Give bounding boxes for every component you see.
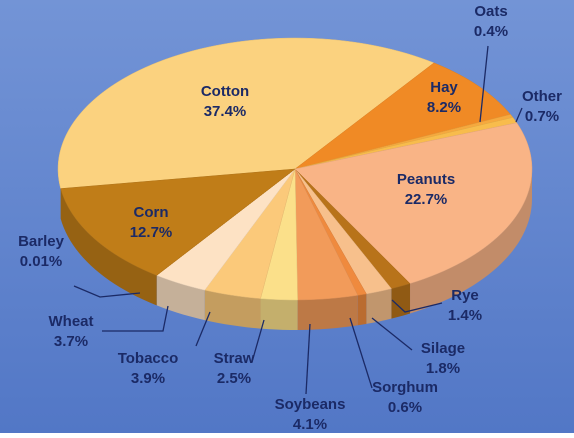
value-label: 0.4%	[474, 23, 508, 40]
slice-label: Tobacco	[118, 350, 179, 367]
slice-label: Other	[522, 88, 562, 105]
slice-label: Corn	[134, 204, 169, 221]
slice-label: Sorghum	[372, 379, 438, 396]
value-label: 4.1%	[293, 416, 327, 433]
slice-side	[366, 289, 391, 324]
slice-side	[391, 284, 410, 319]
value-label: 0.6%	[388, 399, 422, 416]
slice-side	[261, 299, 298, 330]
slice-label: Peanuts	[397, 171, 455, 188]
value-label: 1.8%	[426, 360, 460, 377]
value-label: 22.7%	[405, 191, 448, 208]
value-label: 2.5%	[217, 370, 251, 387]
slice-side	[298, 295, 358, 330]
value-label: 12.7%	[130, 224, 173, 241]
value-label: 0.01%	[20, 253, 63, 270]
value-label: 0.7%	[525, 108, 559, 125]
value-label: 37.4%	[204, 103, 247, 120]
slice-label: Rye	[451, 287, 479, 304]
slice-label: Cotton	[201, 83, 249, 100]
slice-label: Silage	[421, 340, 465, 357]
value-label: 3.7%	[54, 333, 88, 350]
slice-label: Soybeans	[275, 396, 346, 413]
value-label: 8.2%	[427, 99, 461, 116]
slice-label: Straw	[214, 350, 255, 367]
slice-label: Oats	[474, 3, 507, 20]
value-label: 1.4%	[448, 307, 482, 324]
slice-label: Wheat	[49, 313, 94, 330]
slice-label: Hay	[430, 79, 458, 96]
value-label: 3.9%	[131, 370, 165, 387]
slice-side	[358, 294, 367, 325]
slice-label: Barley	[18, 233, 65, 250]
